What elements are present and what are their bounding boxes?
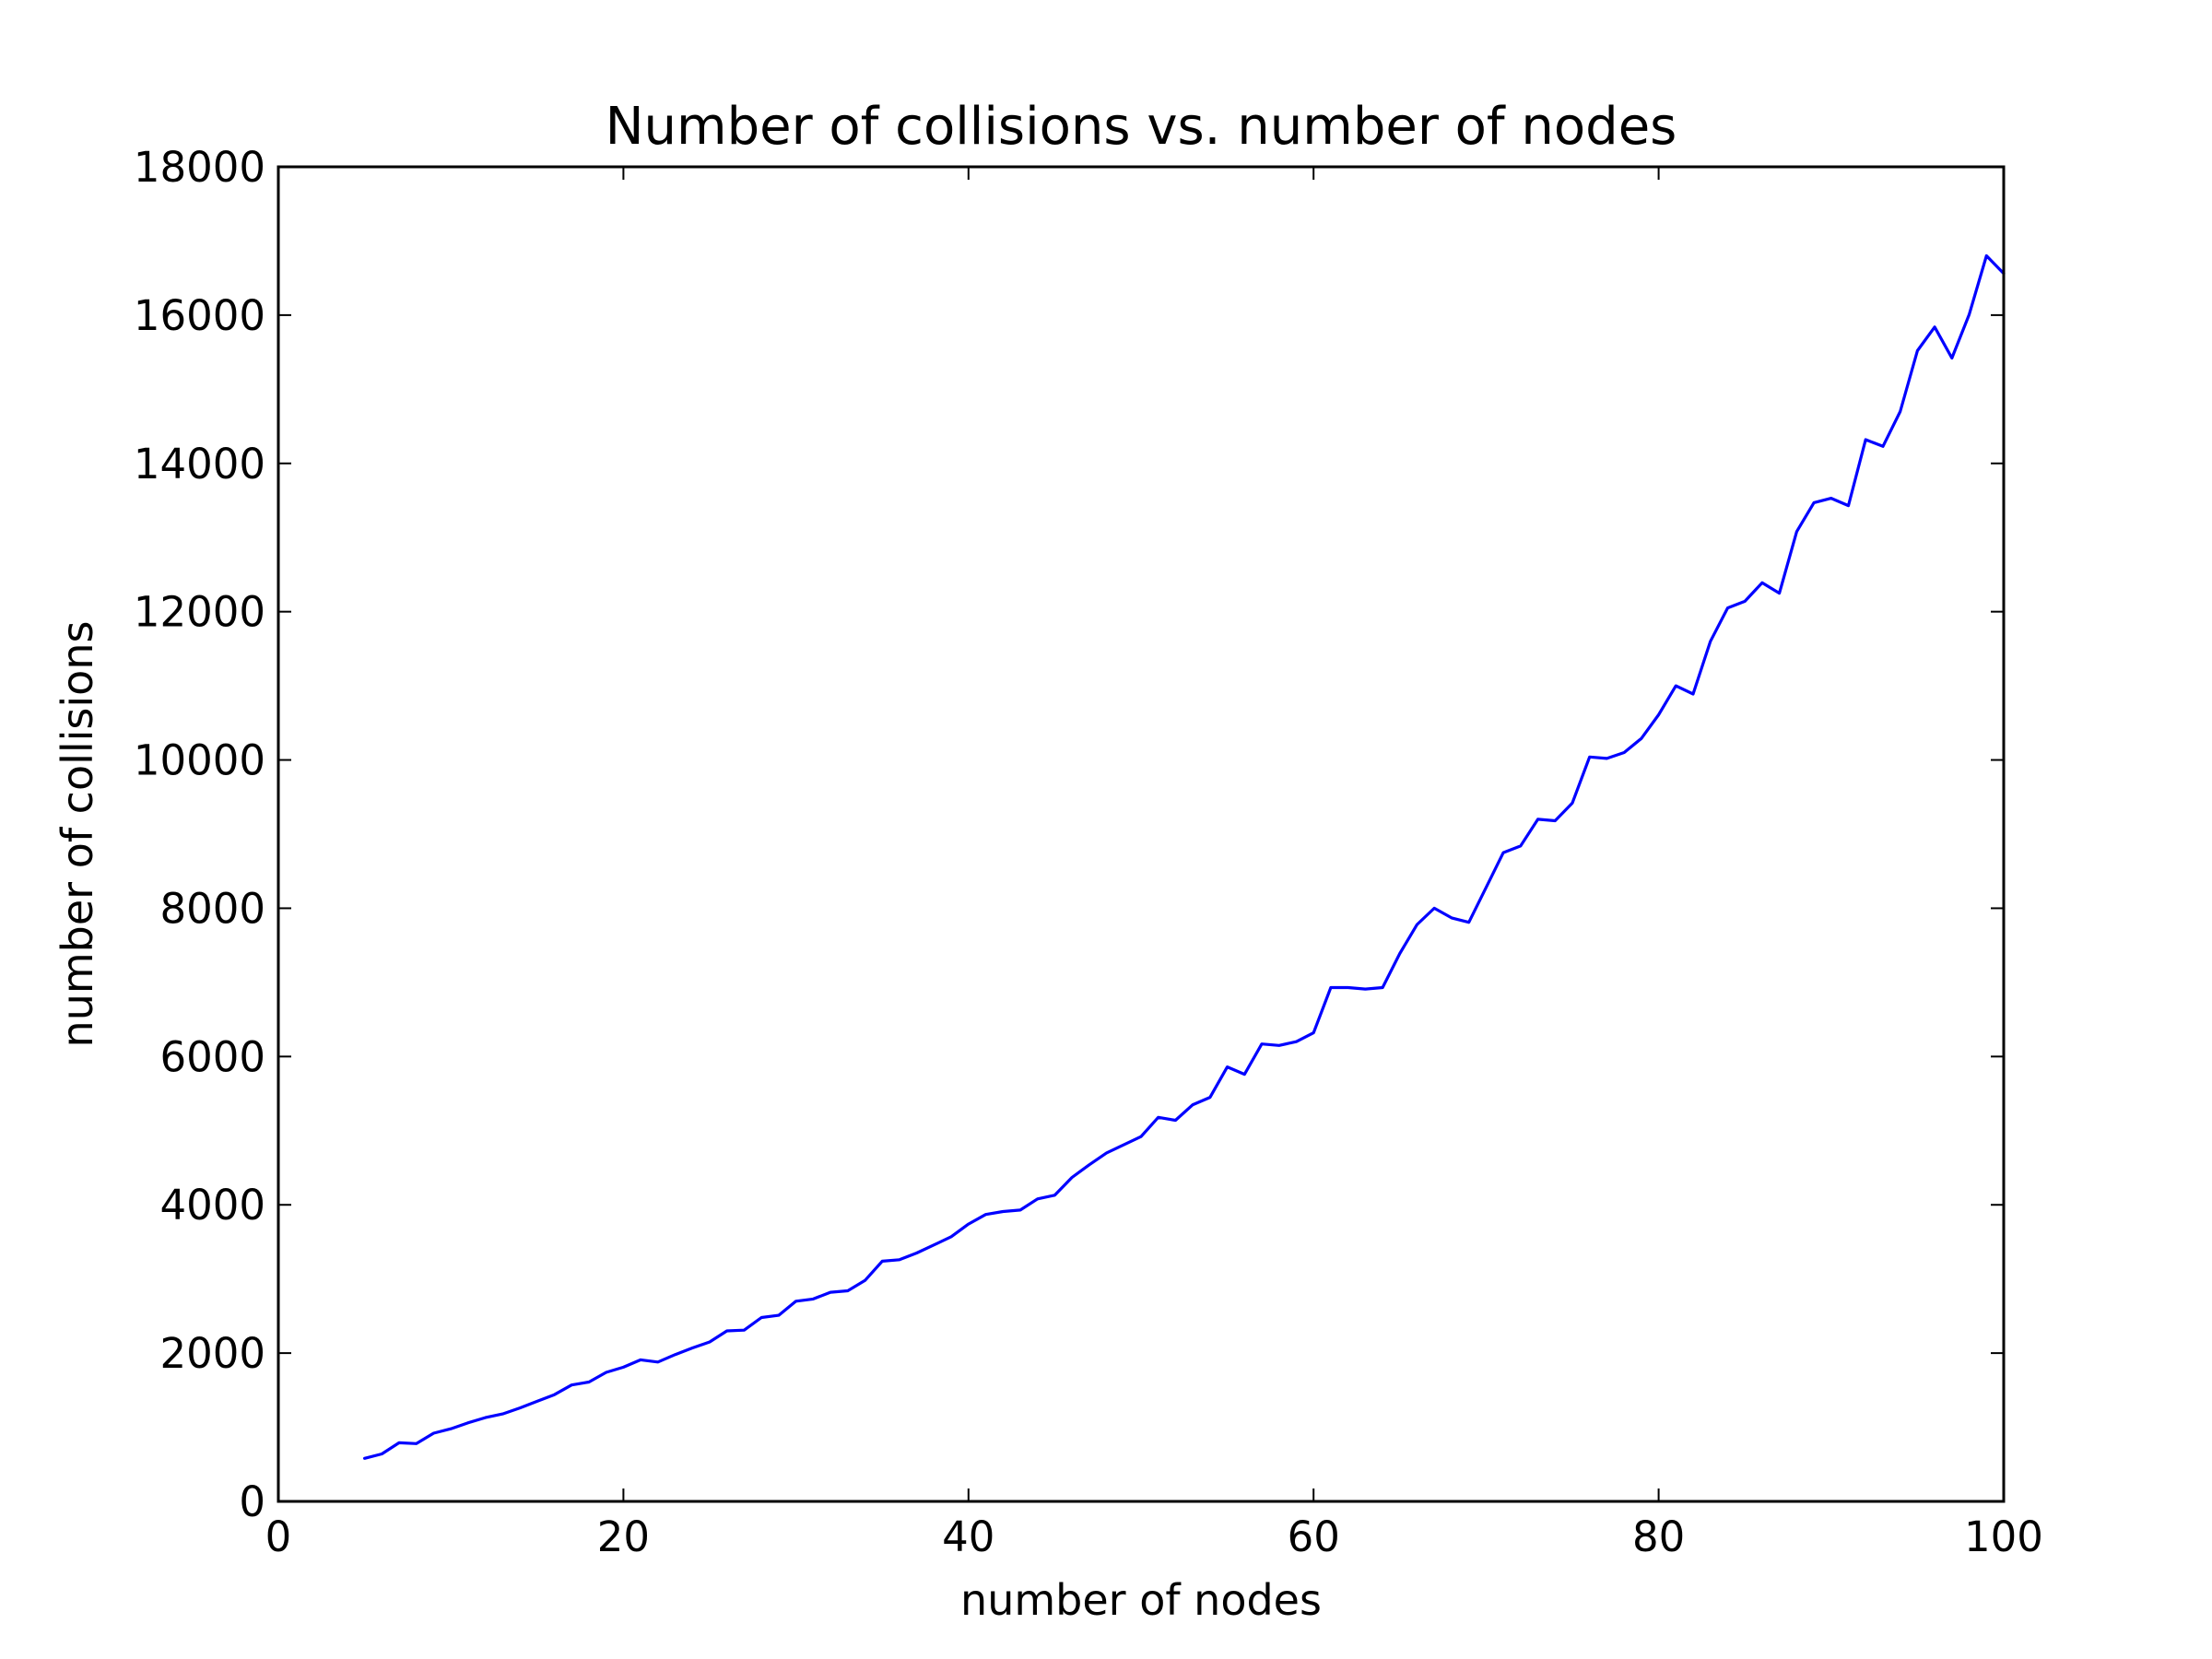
chart-title: Number of collisions vs. number of nodes xyxy=(606,97,1677,157)
y-tick-label: 4000 xyxy=(159,1181,265,1230)
x-tick-label: 40 xyxy=(942,1512,994,1561)
y-tick-label: 14000 xyxy=(134,440,265,488)
y-axis-label: number of collisions xyxy=(53,621,102,1048)
x-tick-label: 80 xyxy=(1632,1512,1685,1561)
y-tick-label: 6000 xyxy=(159,1032,265,1081)
x-tick-label: 60 xyxy=(1288,1512,1340,1561)
y-tick-label: 8000 xyxy=(159,884,265,933)
x-axis-label: number of nodes xyxy=(960,1575,1322,1625)
plot-area-frame xyxy=(276,165,2006,1503)
x-tick-label: 100 xyxy=(1964,1512,2043,1561)
y-tick-label: 2000 xyxy=(159,1329,265,1378)
series-line xyxy=(363,253,2006,1460)
y-tick-label: 12000 xyxy=(134,588,265,637)
y-tick-label: 0 xyxy=(239,1477,265,1526)
axis-ticks: 0 20 40 60 80 100 0 2000 4000 6000 8000 10000 12000 1… xyxy=(134,143,2043,1561)
y-tick-label: 10000 xyxy=(134,736,265,785)
x-tick-label: 20 xyxy=(597,1512,650,1561)
series-layer xyxy=(363,253,2006,1460)
x-tick-label: 0 xyxy=(265,1512,292,1561)
y-tick-label: 18000 xyxy=(134,143,265,192)
y-tick-label: 16000 xyxy=(134,291,265,340)
